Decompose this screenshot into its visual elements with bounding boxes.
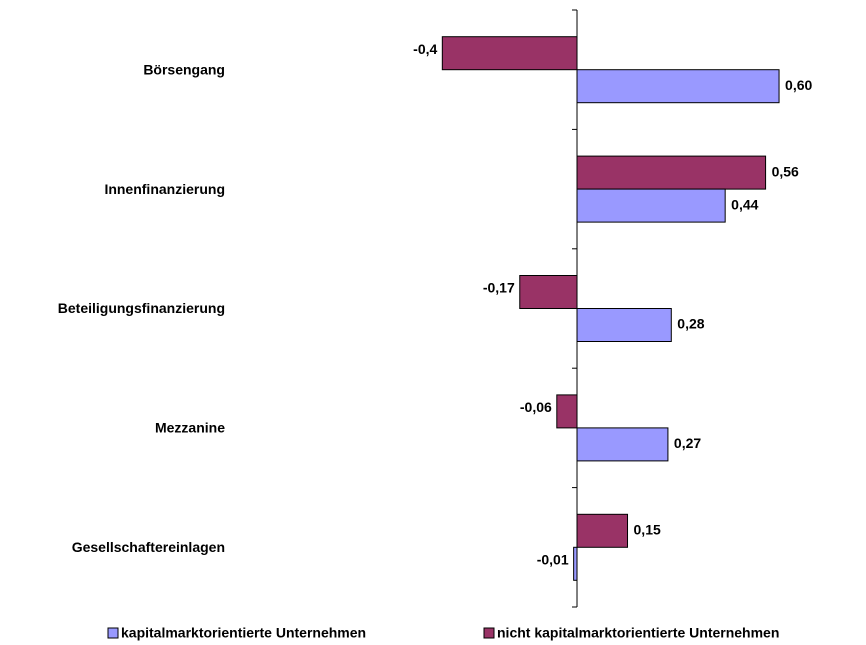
- data-label: -0,06: [520, 399, 552, 415]
- category-label: Beteiligungsfinanzierung: [58, 300, 225, 316]
- legend-swatch: [483, 627, 495, 639]
- bar: [556, 394, 578, 429]
- legend-label: kapitalmarktorientierte Unternehmen: [121, 625, 366, 641]
- data-label: 0,27: [674, 435, 701, 451]
- data-label: 0,60: [785, 77, 812, 93]
- legend-label: nicht kapitalmarktorientierte Unternehme…: [497, 625, 779, 641]
- data-label: -0,01: [537, 552, 569, 568]
- bar: [573, 546, 578, 581]
- data-label: 0,44: [731, 196, 758, 212]
- bar: [576, 513, 629, 548]
- bar: [576, 155, 767, 190]
- bar: [576, 69, 780, 104]
- data-label: 0,15: [634, 522, 661, 538]
- bar: [576, 427, 669, 462]
- bar: [576, 308, 672, 342]
- category-label: Börsengang: [143, 61, 225, 77]
- data-label: -0,4: [413, 41, 437, 57]
- data-label: -0,17: [483, 280, 515, 296]
- category-label: Innenfinanzierung: [104, 181, 225, 197]
- category-label: Mezzanine: [155, 420, 225, 436]
- category-label: Gesellschaftereinlagen: [72, 539, 225, 555]
- data-label: 0,28: [677, 316, 704, 332]
- legend-swatch: [107, 627, 119, 639]
- bar: [519, 275, 578, 309]
- data-label: 0,56: [772, 163, 799, 179]
- bar: [576, 188, 726, 223]
- bar: [441, 36, 578, 71]
